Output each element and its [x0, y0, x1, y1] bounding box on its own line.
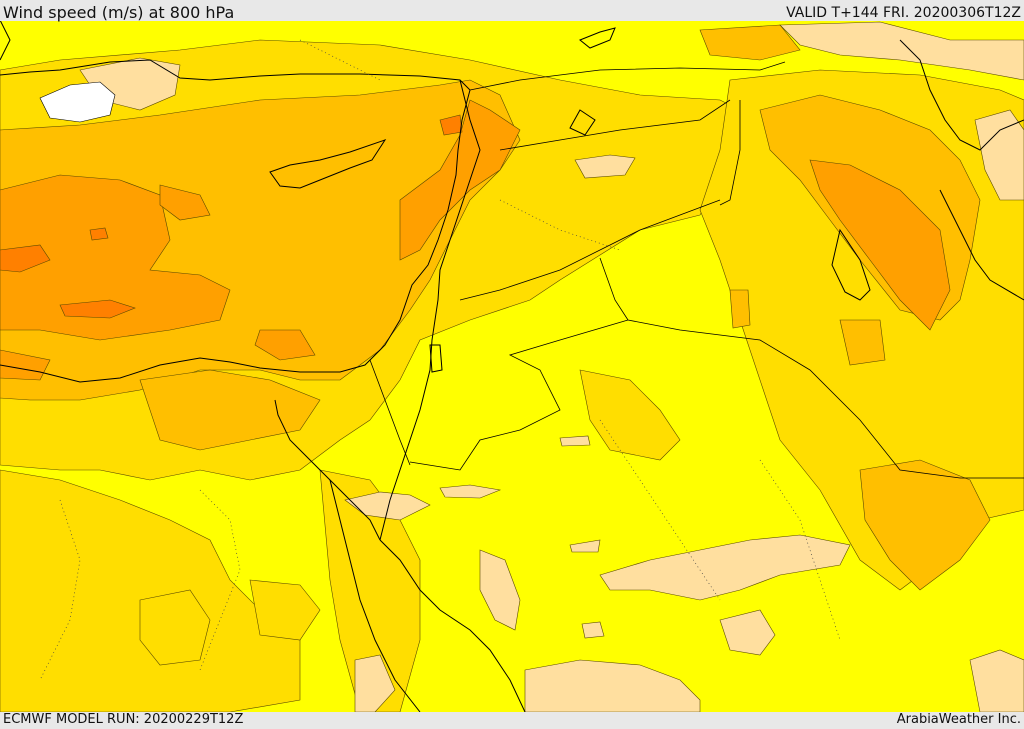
very-strong-wind-zones [0, 99, 951, 381]
dotted-contours [39, 39, 841, 681]
borders [369, 61, 1024, 479]
extreme-wind-zones [0, 114, 463, 319]
credit: ArabiaWeather Inc. [896, 712, 1021, 727]
masked-area [39, 81, 116, 123]
model-run: ECMWF MODEL RUN: 20200229T12Z [3, 712, 244, 727]
weak-wind-zones [79, 21, 1024, 712]
coastlines [0, 21, 1024, 712]
valid-time: VALID T+144 FRI. 20200306T12Z [786, 5, 1021, 21]
wind-map[interactable] [0, 21, 1024, 712]
map-title: Wind speed (m/s) at 800 hPa [3, 3, 235, 22]
footer-bar: ECMWF MODEL RUN: 20200229T12Z ArabiaWeat… [0, 712, 1024, 729]
header-bar: Wind speed (m/s) at 800 hPa VALID T+144 … [0, 0, 1024, 22]
